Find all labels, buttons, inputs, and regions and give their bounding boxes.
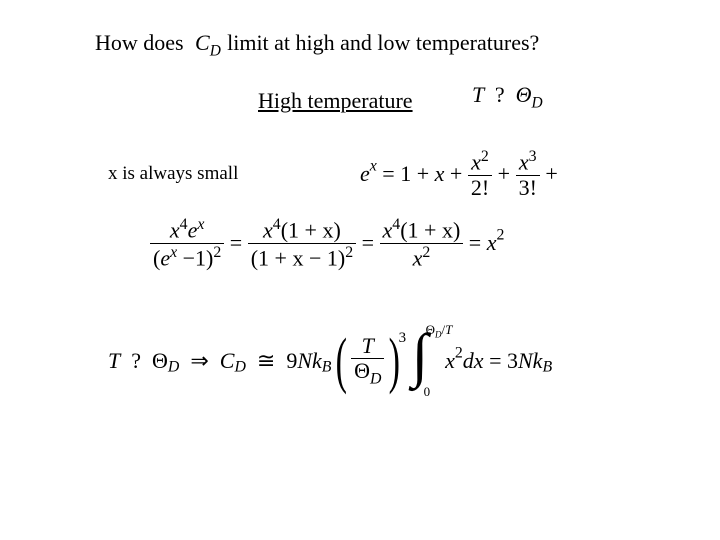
cond-theta: Θ: [516, 82, 532, 107]
series-eq: =: [382, 161, 394, 186]
res-kB: B: [542, 358, 552, 375]
chain-eq1: =: [230, 230, 242, 255]
f1d-minus: −: [183, 245, 195, 270]
res-N: N: [518, 348, 533, 373]
small-x-note: x is always small: [108, 163, 238, 185]
question-symbol: CD: [195, 30, 221, 60]
question-suffix: limit at high and low temperatures?: [227, 30, 539, 55]
f3n-x: x: [383, 217, 393, 242]
f1d-e-exp: x: [170, 244, 177, 261]
integrand-dx: dx: [463, 348, 484, 373]
final-eq: =: [489, 348, 501, 373]
ft-den-sub: D: [370, 371, 381, 388]
final-theta-sub: D: [168, 358, 179, 375]
f1d-e: e: [160, 245, 170, 270]
f1n-x-exp: 4: [180, 216, 188, 233]
cond-theta-sub: D: [532, 94, 543, 111]
final-C: C: [220, 348, 235, 373]
final-theta: Θ: [152, 348, 168, 373]
chain-eq2: =: [362, 230, 374, 255]
f1n-e: e: [188, 217, 198, 242]
cond-T: T: [472, 82, 484, 107]
f2d-paren: (1 + x − 1): [251, 245, 345, 270]
series-frac-x2: x2 2!: [468, 148, 492, 200]
symbol-C-sub: D: [210, 42, 221, 59]
integrand-x: x: [445, 348, 455, 373]
cond-rel: ?: [495, 82, 505, 107]
res-3: 3: [507, 348, 518, 373]
chain-f1: x4ex (ex −1)2: [150, 216, 224, 270]
f2n-x: x: [263, 217, 273, 242]
chain-rhs-exp: 2: [496, 227, 504, 244]
f1d-one: 1: [195, 245, 206, 270]
series-plus2: +: [450, 161, 462, 186]
f2-den: 3!: [516, 176, 540, 200]
series-plus3: +: [498, 161, 510, 186]
int-ub-T: T: [445, 322, 452, 337]
final-9: 9: [286, 348, 297, 373]
lparen-icon: (: [336, 330, 347, 392]
int-ub-theta: Θ: [426, 322, 435, 337]
ft-num: T: [362, 333, 374, 358]
f2d-exp: 2: [345, 244, 353, 261]
implies-icon: ⇒: [190, 348, 208, 373]
f2n-paren: (1 + x): [281, 217, 341, 242]
series-frac-x3: x3 3!: [516, 148, 540, 200]
series-plus1: +: [417, 161, 429, 186]
rparen-icon: ): [389, 330, 400, 392]
final-rel: ?: [131, 348, 141, 373]
series-1: 1: [400, 161, 411, 186]
integral-icon: ∫ ΘD/T 0: [412, 326, 440, 396]
series-e-exp: x: [370, 158, 377, 175]
int-ub-sub: D: [435, 330, 442, 340]
final-N: N: [297, 348, 312, 373]
final-approx: ≅: [257, 348, 275, 373]
f1-num-x: x: [471, 149, 481, 174]
integrand-exp: 2: [455, 345, 463, 362]
chain-f3: x4(1 + x) x2: [380, 216, 464, 270]
series-x: x: [435, 161, 445, 186]
int-lb: 0: [424, 384, 431, 400]
f3d-x: x: [413, 245, 423, 270]
symbol-C: C: [195, 30, 210, 55]
f1-den: 2!: [468, 176, 492, 200]
f1n-e-exp: x: [197, 216, 204, 233]
final-T: T: [108, 348, 120, 373]
chain-f2: x4(1 + x) (1 + x − 1)2: [248, 216, 356, 270]
exp-series: ex = 1 + x + x2 2! + x3 3! +: [360, 148, 558, 194]
f3d-exp: 2: [422, 244, 430, 261]
final-C-sub: D: [234, 358, 245, 375]
fraction-simplification: x4ex (ex −1)2 = x4(1 + x) (1 + x − 1)2 =…: [150, 216, 504, 296]
ft-den-theta: Θ: [354, 358, 370, 383]
question-line: How does limit at high and low temperatu…: [95, 30, 539, 56]
f1n-x: x: [170, 217, 180, 242]
f3n-paren: (1 + x): [400, 217, 460, 242]
section-heading: High temperature: [258, 88, 413, 114]
series-e: e: [360, 161, 370, 186]
f2-num-x: x: [519, 149, 529, 174]
series-plus4: +: [545, 161, 557, 186]
res-k: k: [533, 348, 543, 373]
final-T-over-theta: T ΘD: [351, 334, 384, 388]
f1-num-exp: 2: [481, 148, 489, 165]
f2n-x-exp: 4: [273, 216, 281, 233]
final-result-line: T ? ΘD ⇒ CD ≅ 9NkB ( T ΘD )3 ∫ ΘD/T 0 x2…: [108, 326, 552, 416]
f2-num-exp: 3: [529, 148, 537, 165]
chain-eq3: =: [469, 230, 481, 255]
final-kB: B: [322, 358, 332, 375]
f1d-exp: 2: [213, 244, 221, 261]
final-k: k: [312, 348, 322, 373]
chain-rhs-x: x: [487, 230, 497, 255]
question-prefix: How does: [95, 30, 184, 55]
high-temp-condition: T ? ΘD: [472, 82, 543, 112]
